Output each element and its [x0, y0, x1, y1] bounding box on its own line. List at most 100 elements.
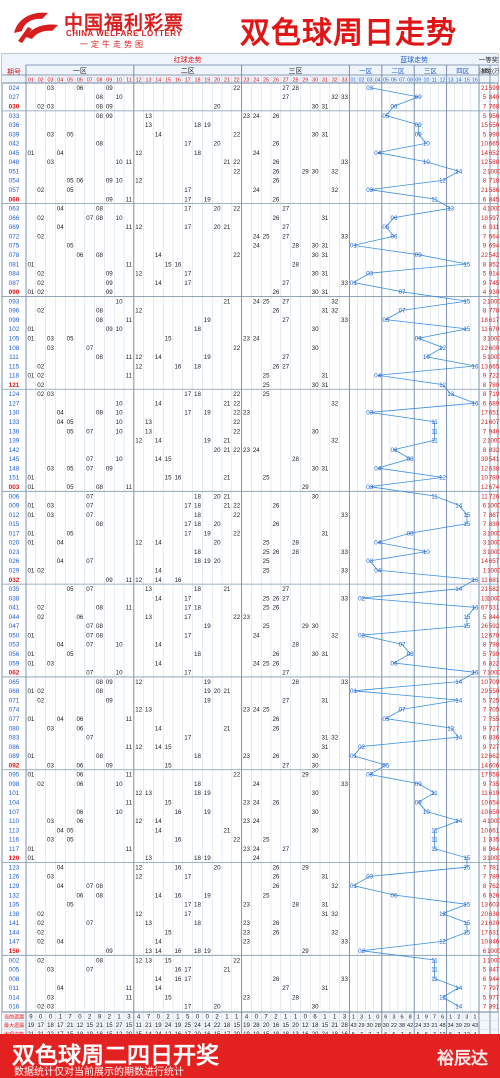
- red-ball-number: 30: [312, 651, 319, 658]
- red-ball-number: 02: [37, 289, 44, 296]
- period-number: 029: [9, 568, 20, 575]
- period-number: 099: [9, 317, 20, 324]
- prize-amount: 718: [489, 178, 500, 185]
- red-ball-number: 31: [321, 289, 328, 296]
- red-ball-number: 27: [282, 762, 289, 769]
- red-number-header: 14: [155, 78, 161, 84]
- red-ball-number: 05: [67, 428, 74, 435]
- prize-count: 18: [481, 215, 488, 222]
- red-ball-number: 04: [57, 716, 64, 723]
- prize-count: 22: [481, 252, 488, 259]
- red-number-header: 12: [136, 78, 142, 84]
- red-ball-number: 23: [243, 994, 250, 1001]
- red-ball-number: 29: [302, 772, 309, 779]
- red-ball-number: 02: [37, 911, 44, 918]
- draw-schedule-text: 双色球周二四日开奖: [12, 1042, 219, 1068]
- prize-amount: 670: [489, 326, 500, 333]
- red-ball-number: 17: [184, 605, 191, 612]
- red-ball-number: 19: [204, 892, 211, 899]
- red-ball-number: 16: [174, 809, 181, 816]
- red-number-header: 20: [214, 78, 220, 84]
- red-ball-number: 02: [37, 187, 44, 194]
- blue-ball-number: 08: [407, 456, 414, 463]
- red-ball-number: 19: [204, 679, 211, 686]
- red-ball-number: 23: [243, 707, 250, 714]
- red-ball-number: 17: [184, 874, 191, 881]
- red-ball-number: 31: [321, 902, 328, 909]
- red-stat-value: 5: [186, 1015, 190, 1021]
- prize-amount: 1000: [487, 818, 500, 825]
- period-number: 074: [9, 707, 20, 714]
- red-ball-number: 03: [47, 104, 54, 111]
- period-number: 144: [9, 929, 20, 936]
- red-ball-number: 30: [312, 252, 319, 259]
- prize-count: 2: [483, 298, 487, 305]
- red-ball-number: 09: [106, 697, 113, 704]
- red-stat-value: 1: [294, 1015, 298, 1021]
- red-ball-number: 09: [106, 326, 113, 333]
- prize-count: 10: [481, 475, 488, 482]
- blue-ball-number: 05: [382, 317, 389, 324]
- red-ball-number: 33: [341, 549, 348, 556]
- red-ball-number: 01: [27, 289, 34, 296]
- red-ball-number: 24: [253, 336, 260, 343]
- prize-amount: 735: [489, 781, 500, 788]
- blue-stat-value: 28: [375, 1023, 381, 1029]
- red-ball-number: 02: [37, 308, 44, 315]
- red-ball-number: 03: [47, 725, 54, 732]
- period-number: 089: [9, 753, 20, 760]
- red-ball-number: 19: [204, 855, 211, 862]
- red-ball-number: 10: [116, 670, 123, 677]
- period-number: 116: [9, 837, 20, 844]
- red-stat-value: 21: [145, 1023, 152, 1029]
- prize-amount: 694: [489, 243, 500, 250]
- red-ball-number: 14: [155, 354, 162, 361]
- prize-count: 9: [483, 280, 487, 287]
- stat-label: 最大遗漏: [4, 1022, 24, 1029]
- red-ball-number: 26: [272, 864, 279, 871]
- red-ball-number: 32: [331, 308, 338, 315]
- brand-watermark: 裕辰达: [437, 1049, 488, 1068]
- red-ball-number: 06: [76, 716, 83, 723]
- header: 中国福利彩票 CHINA WELFARE LOTTERY 一定牛走势图 双色球周…: [0, 0, 500, 52]
- red-ball-number: 23: [243, 939, 250, 946]
- red-ball-number: 21: [223, 967, 230, 974]
- prize-count: 9: [483, 373, 487, 380]
- red-ball-number: 02: [37, 280, 44, 287]
- red-ball-number: 06: [76, 725, 83, 732]
- red-ball-number: 09: [106, 577, 113, 584]
- blue-ball-number: 11: [431, 790, 438, 797]
- prize-amount: 926: [489, 892, 500, 899]
- red-trend-header: 红球走势: [174, 55, 202, 64]
- red-ball-number: 03: [47, 391, 54, 398]
- red-ball-number: 30: [312, 790, 319, 797]
- blue-ball-number: 11: [431, 976, 438, 983]
- prize-amount: 556: [489, 122, 500, 129]
- period-number: 084: [9, 271, 20, 278]
- prize-amount: 789: [489, 874, 500, 881]
- red-ball-number: 02: [37, 781, 44, 788]
- red-ball-number: 31: [321, 530, 328, 537]
- prize-amount: 852: [489, 261, 500, 268]
- red-stat-value: 1: [323, 1015, 327, 1021]
- period-number: 036: [9, 122, 20, 129]
- blue-zone4-header: 四区: [456, 67, 470, 75]
- red-stat-value: 2: [274, 1015, 278, 1021]
- prize-count: 7: [483, 985, 487, 992]
- red-ball-number: 18: [194, 902, 201, 909]
- red-stat-value: 15: [322, 1023, 329, 1029]
- blue-number-header: 07: [399, 78, 405, 84]
- red-ball-number: 17: [184, 632, 191, 639]
- red-ball-number: 01: [27, 846, 34, 853]
- red-ball-number: 26: [272, 178, 279, 185]
- blue-ball-number: 11: [431, 837, 438, 844]
- red-stat-value: 2: [108, 1015, 112, 1021]
- blue-ball-number: 06: [391, 215, 398, 222]
- blue-ball-number: 13: [447, 725, 454, 732]
- blue-ball-number: 09: [415, 781, 422, 788]
- red-ball-number: 09: [106, 85, 113, 92]
- blue-ball-number: 11: [431, 196, 438, 203]
- blue-stat-value: 24: [415, 1023, 421, 1029]
- red-ball-number: 17: [184, 503, 191, 510]
- blue-ball-number: 04: [374, 373, 381, 380]
